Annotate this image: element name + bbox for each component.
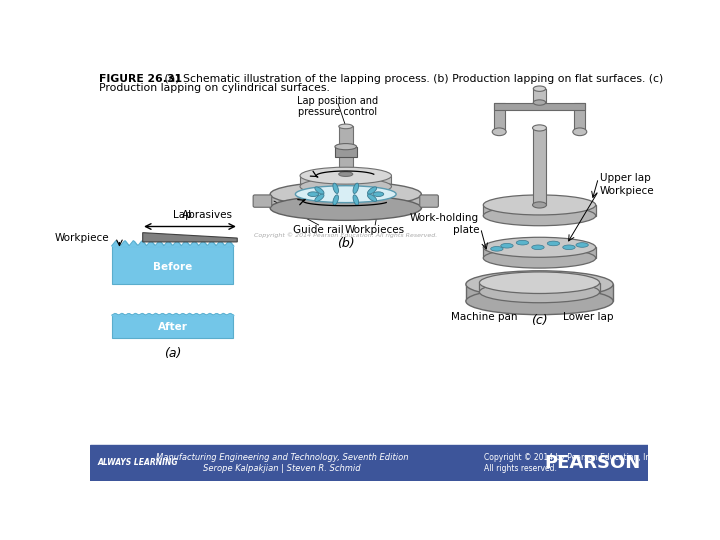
Ellipse shape [300,178,392,195]
Ellipse shape [353,195,359,205]
Text: Before: Before [153,261,192,272]
Text: All rights reserved.: All rights reserved. [484,464,557,473]
Text: Copyright © 2014 Pearson Education. All rights Reserved.: Copyright © 2014 Pearson Education. All … [254,233,437,238]
Text: Serope Kalpakjian | Steven R. Schmid: Serope Kalpakjian | Steven R. Schmid [203,464,361,473]
Bar [494,103,505,132]
Polygon shape [143,233,238,242]
Text: Workpiece: Workpiece [600,186,654,196]
Text: Lower lap: Lower lap [563,312,613,322]
FancyBboxPatch shape [253,195,271,207]
Ellipse shape [315,194,324,201]
Bar [112,315,233,338]
Ellipse shape [483,195,595,215]
Text: Copyright © 2014 by Pearson Education, Inc.: Copyright © 2014 by Pearson Education, I… [484,453,657,462]
Ellipse shape [295,186,396,202]
FancyBboxPatch shape [420,195,438,207]
Bar [300,176,392,186]
Ellipse shape [367,187,377,194]
Bar [466,284,613,301]
Text: (b): (b) [337,237,354,250]
Ellipse shape [480,272,600,294]
Ellipse shape [315,187,324,194]
Ellipse shape [533,202,546,208]
Bar [335,147,356,158]
Text: Manufacturing Engineering and Technology, Seventh Edition: Manufacturing Engineering and Technology… [156,453,408,462]
Text: Guide rail: Guide rail [293,225,344,235]
Ellipse shape [534,100,546,105]
Bar [494,103,585,110]
Ellipse shape [573,128,587,136]
Text: Machine pan: Machine pan [451,312,518,322]
Bar [575,103,585,132]
Bar [90,445,648,481]
Ellipse shape [466,288,613,315]
Ellipse shape [466,271,613,298]
Ellipse shape [373,192,384,197]
Ellipse shape [534,86,546,91]
Ellipse shape [339,124,353,129]
Ellipse shape [532,245,544,249]
Text: Lap: Lap [173,211,192,220]
Bar [339,126,353,174]
Text: (a) Schematic illustration of the lapping process. (b) Production lapping on fla: (a) Schematic illustration of the lappin… [153,74,663,84]
Ellipse shape [490,247,503,251]
Ellipse shape [483,248,595,268]
Text: ALWAYS LEARNING: ALWAYS LEARNING [98,458,179,468]
Ellipse shape [483,206,595,226]
Text: Upper lap: Upper lap [600,173,651,183]
Bar [270,194,421,208]
Ellipse shape [353,183,359,193]
Ellipse shape [533,125,546,131]
Ellipse shape [300,167,392,184]
Ellipse shape [270,195,421,220]
Ellipse shape [483,237,595,257]
Ellipse shape [576,242,588,247]
Ellipse shape [547,241,559,246]
Bar [483,205,595,215]
Ellipse shape [339,172,353,177]
Bar [112,246,233,284]
Ellipse shape [333,183,338,193]
Ellipse shape [333,195,338,205]
Ellipse shape [492,128,506,136]
Ellipse shape [500,244,513,248]
Ellipse shape [307,192,319,197]
Text: Workpiece: Workpiece [55,233,109,243]
Bar [534,89,546,103]
Ellipse shape [335,144,356,150]
Ellipse shape [270,182,421,206]
Text: FIGURE 26.31: FIGURE 26.31 [99,74,182,84]
Ellipse shape [367,194,377,201]
Bar [480,283,600,292]
Text: Workpieces: Workpieces [345,225,405,235]
Text: Lap position and
pressure control: Lap position and pressure control [297,96,379,117]
Bar [483,247,595,258]
Text: After: After [158,322,187,332]
Ellipse shape [563,245,575,249]
Text: (c): (c) [531,314,548,327]
Text: Abrasives: Abrasives [181,211,233,220]
Text: Production lapping on cylindrical surfaces.: Production lapping on cylindrical surfac… [99,83,330,93]
Text: (a): (a) [164,347,181,360]
Bar [533,128,546,205]
Ellipse shape [480,281,600,303]
Text: Work-holding
plate: Work-holding plate [410,213,479,235]
Text: PEARSON: PEARSON [544,454,640,472]
Ellipse shape [516,240,528,245]
